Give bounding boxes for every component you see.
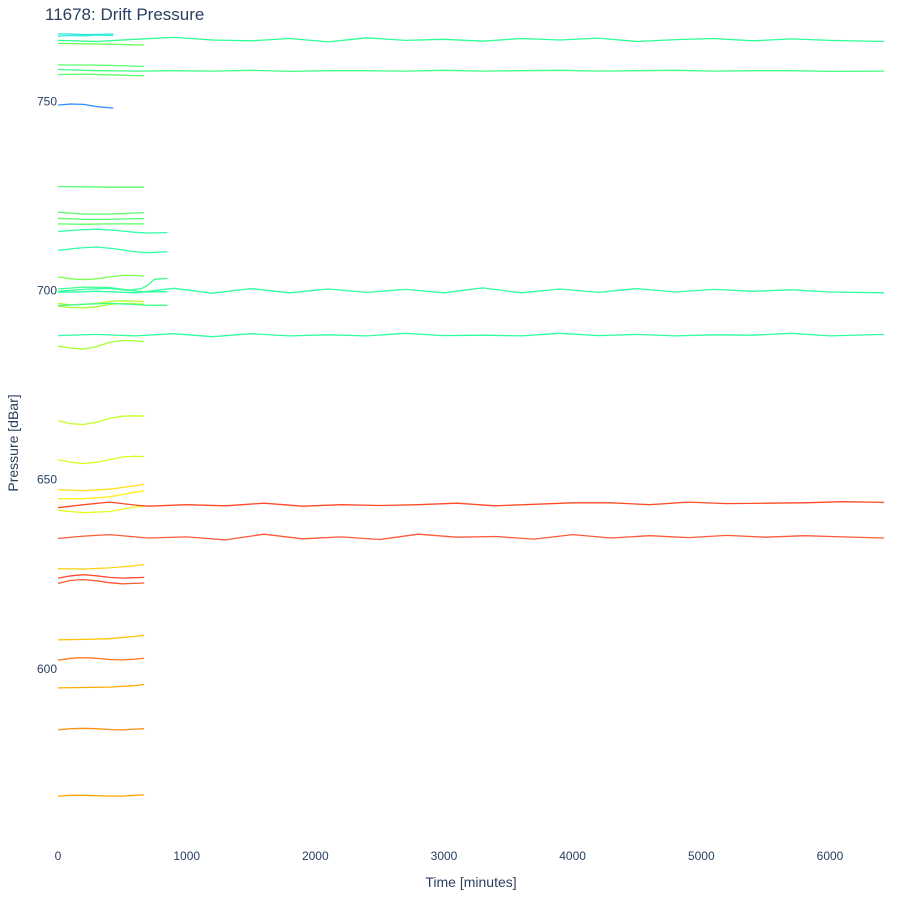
x-tick-label: 2000 — [302, 849, 329, 863]
series-line-15 — [57, 302, 145, 309]
series-line-38 — [57, 36, 885, 43]
series-line-28 — [57, 73, 145, 77]
series-line-11 — [57, 483, 145, 492]
series-line-8 — [57, 563, 145, 570]
series-line-14 — [57, 339, 145, 350]
y-axis-ticks: 600 650 700 750 — [37, 94, 57, 676]
series-line-1 — [57, 794, 145, 797]
x-tick-label: 0 — [55, 849, 62, 863]
x-tick-label: 5000 — [688, 849, 715, 863]
series-line-24 — [57, 217, 145, 221]
series-line-19 — [57, 277, 168, 291]
series-line-37 — [57, 68, 885, 73]
x-axis-title: Time [minutes] — [425, 874, 516, 890]
series-line-6 — [57, 578, 145, 585]
series-line-7 — [57, 574, 145, 579]
series-line-3 — [57, 683, 145, 689]
series-line-31 — [58, 33, 114, 36]
x-axis-ticks: 0 1000 2000 3000 4000 5000 6000 — [55, 849, 844, 863]
x-tick-label: 4000 — [559, 849, 586, 863]
series-line-29 — [58, 64, 145, 68]
series-line-21 — [57, 246, 168, 254]
y-tick-label: 750 — [37, 94, 57, 108]
series-line-33 — [57, 533, 885, 541]
series-line-30 — [57, 42, 145, 46]
series-line-22 — [57, 228, 168, 234]
series-line-32 — [57, 34, 114, 37]
series-line-4 — [57, 656, 145, 661]
series-line-27 — [57, 103, 114, 109]
series-line-25 — [57, 211, 145, 215]
y-axis-title: Pressure [dBar] — [5, 394, 21, 491]
series-line-35 — [57, 332, 885, 338]
chart-title: 11678: Drift Pressure — [45, 5, 205, 24]
x-tick-label: 1000 — [173, 849, 200, 863]
series-line-17 — [57, 302, 168, 307]
series-line-13 — [57, 415, 145, 426]
series-line-36 — [57, 287, 885, 294]
series-line-34 — [57, 501, 885, 509]
plot-area — [57, 33, 885, 797]
series-line-5 — [57, 634, 145, 641]
y-tick-label: 600 — [37, 662, 57, 676]
y-tick-label: 650 — [37, 473, 57, 487]
series-line-9 — [57, 505, 145, 514]
series-line-12 — [57, 455, 145, 465]
series-line-2 — [57, 727, 145, 731]
series-line-10 — [58, 490, 145, 500]
series-line-20 — [57, 274, 145, 281]
x-tick-label: 3000 — [431, 849, 458, 863]
series-line-26 — [57, 185, 145, 188]
y-tick-label: 700 — [37, 284, 57, 298]
x-tick-label: 6000 — [817, 849, 844, 863]
